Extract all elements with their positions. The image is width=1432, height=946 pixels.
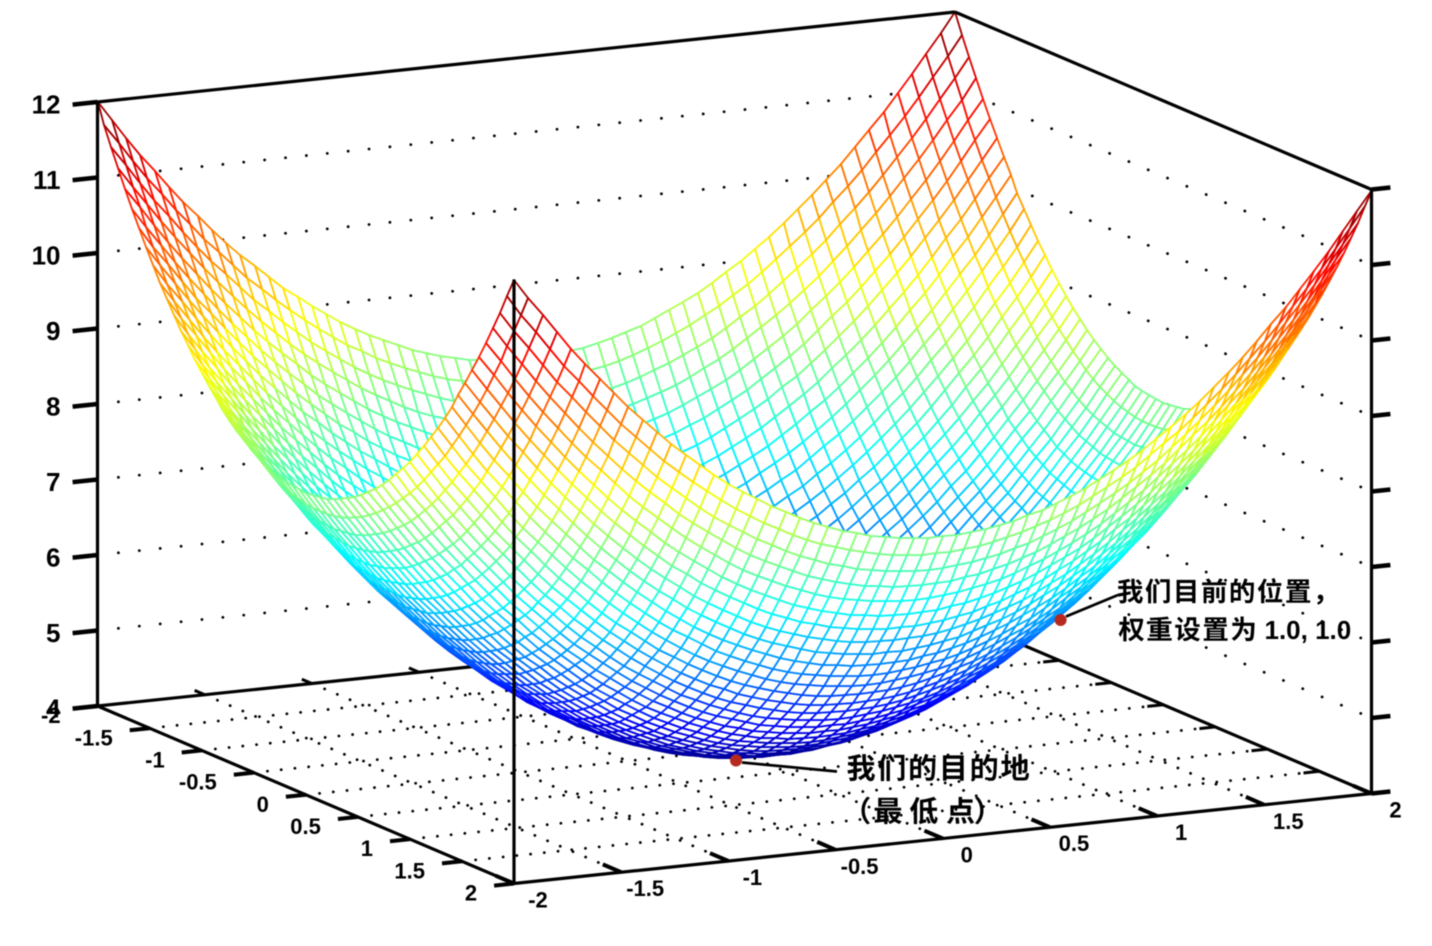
- svg-text:9: 9: [46, 316, 60, 346]
- svg-text:0: 0: [257, 792, 269, 817]
- svg-text:10: 10: [32, 241, 61, 271]
- svg-text:5: 5: [46, 618, 60, 648]
- svg-text:11: 11: [33, 165, 61, 195]
- svg-text:2: 2: [1389, 798, 1401, 823]
- svg-text:1.5: 1.5: [394, 858, 425, 883]
- svg-text:6: 6: [46, 543, 60, 573]
- svg-text:1.0, 1.0: 1.0, 1.0: [1265, 615, 1352, 645]
- svg-text:1.5: 1.5: [1273, 809, 1304, 834]
- svg-text:-2: -2: [528, 888, 548, 913]
- svg-text:1: 1: [361, 836, 373, 861]
- svg-text:7: 7: [46, 467, 60, 497]
- svg-text:-0.5: -0.5: [179, 770, 217, 795]
- svg-text:2: 2: [465, 881, 477, 906]
- svg-text:0.5: 0.5: [290, 814, 321, 839]
- svg-text:12: 12: [32, 90, 61, 120]
- svg-text:-0.5: -0.5: [841, 854, 879, 879]
- svg-text:-1.5: -1.5: [626, 876, 664, 901]
- svg-text:1: 1: [1175, 820, 1187, 845]
- svg-text:-1: -1: [145, 748, 165, 773]
- svg-text:-2: -2: [41, 703, 61, 728]
- svg-text:0.5: 0.5: [1059, 831, 1090, 856]
- svg-text:-1.5: -1.5: [75, 725, 113, 750]
- svg-text:-1: -1: [743, 865, 763, 890]
- svg-text:0: 0: [961, 843, 973, 868]
- svg-text:8: 8: [46, 392, 60, 422]
- svg-text:4: 4: [46, 694, 61, 724]
